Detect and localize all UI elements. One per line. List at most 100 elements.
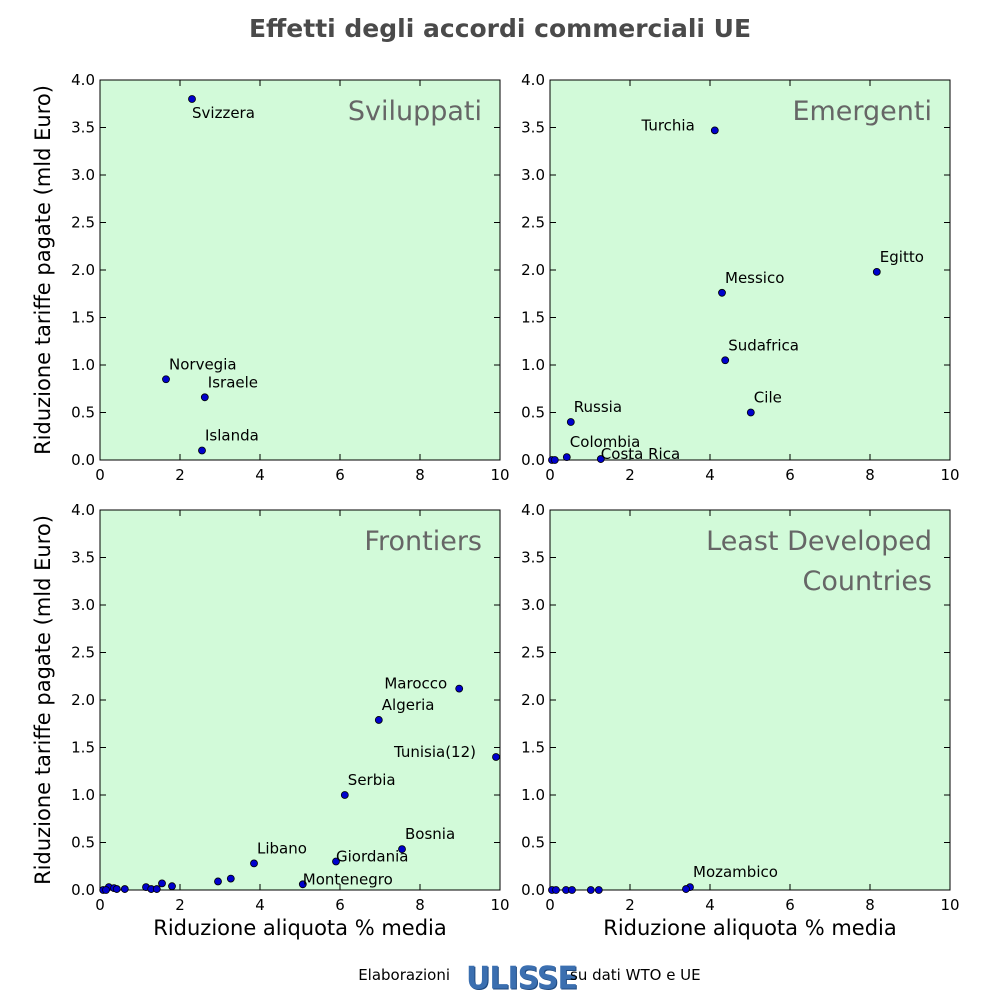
y-tick-label: 0.5 — [521, 404, 545, 422]
x-tick-label: 8 — [865, 466, 875, 484]
point-label: Mozambico — [693, 863, 778, 881]
y-tick-label: 2.5 — [71, 214, 95, 232]
panel-1: 0 2 4 6 8 10 0.0 0.5 1.0 1.5 2.0 2.5 3.0 3.5 4.0 Svilup… — [31, 71, 510, 484]
x-tick-label: 8 — [415, 466, 425, 484]
point-label: Tunisia(12) — [393, 743, 476, 761]
y-tick-label: 4.0 — [71, 501, 95, 519]
x-tick-label: 4 — [705, 466, 715, 484]
point-label: Marocco — [384, 675, 447, 693]
y-tick-label: 0.0 — [521, 881, 545, 899]
y-tick-label: 3.5 — [71, 549, 95, 567]
panel-title: Sviluppati — [348, 96, 482, 127]
footer-prefix: Elaborazioni — [358, 966, 450, 984]
y-tick-label: 0.0 — [71, 451, 95, 469]
data-point — [398, 845, 406, 854]
point-label: Cile — [754, 389, 782, 407]
data-point — [158, 879, 166, 888]
data-point — [568, 886, 576, 894]
y-tick-label: 3.5 — [521, 549, 545, 567]
data-point — [455, 684, 464, 693]
x-tick-label: 4 — [255, 466, 265, 484]
y-tick-label: 0.5 — [71, 404, 95, 422]
y-tick-label: 1.0 — [521, 356, 545, 374]
y-tick-label: 3.0 — [71, 596, 95, 614]
y-tick-label: 2.5 — [521, 214, 545, 232]
data-point — [721, 356, 730, 365]
point-label: Svizzera — [192, 104, 255, 122]
point-label: Islanda — [205, 427, 259, 445]
x-tick-label: 6 — [335, 466, 345, 484]
x-tick-label: 2 — [175, 896, 185, 914]
x-tick-label: 10 — [490, 896, 509, 914]
x-tick-label: 10 — [940, 466, 959, 484]
point-label: Egitto — [880, 248, 924, 266]
point-label: Costa Rica — [601, 445, 680, 463]
panel-title: Frontiers — [364, 526, 482, 557]
point-label: Norvegia — [169, 355, 237, 373]
ulisse-logo: ULISSE — [466, 960, 578, 997]
panel-title: Emergenti — [792, 96, 932, 127]
y-tick-label: 2.0 — [521, 261, 545, 279]
x-tick-label: 4 — [705, 896, 715, 914]
data-point — [872, 267, 881, 276]
footer-suffix: su dati WTO e UE — [570, 966, 701, 984]
data-point — [340, 791, 349, 799]
plot-area — [549, 79, 951, 461]
y-tick-label: 3.0 — [71, 166, 95, 184]
y-tick-label: 0.0 — [521, 451, 545, 469]
data-point — [374, 716, 383, 724]
footer: Elaborazioni ULISSE su dati WTO e UE — [0, 960, 1000, 997]
x-tick-label: 2 — [625, 466, 635, 484]
y-tick-label: 1.5 — [521, 739, 545, 757]
data-point — [112, 885, 121, 893]
chart-title: Effetti degli accordi commerciali UE — [248, 14, 752, 43]
plot-area — [99, 79, 501, 461]
data-point — [200, 393, 209, 402]
point-label: Messico — [725, 269, 784, 287]
y-tick-label: 2.5 — [71, 644, 95, 662]
panel-4: 0 2 4 6 8 10 0.0 0.5 1.0 1.5 2.0 2.5 3.0 3.5 4.0 Least … — [521, 501, 959, 940]
x-tick-label: 2 — [175, 466, 185, 484]
x-tick-label: 0 — [95, 466, 105, 484]
y-tick-label: 1.0 — [521, 786, 545, 804]
y-axis-label: Riduzione tariffe pagate (mld Euro) — [31, 515, 55, 885]
panel-title: Countries — [803, 566, 932, 597]
x-tick-label: 8 — [865, 896, 875, 914]
x-tick-label: 10 — [940, 896, 959, 914]
data-point — [332, 857, 340, 866]
x-tick-label: 10 — [490, 466, 509, 484]
data-point — [226, 874, 235, 883]
data-point — [188, 95, 196, 103]
y-tick-label: 4.0 — [521, 71, 545, 89]
data-point — [594, 886, 603, 894]
data-point — [168, 882, 176, 891]
point-label: Montenegro — [303, 870, 393, 888]
x-tick-label: 6 — [335, 896, 345, 914]
y-tick-label: 2.0 — [521, 691, 545, 709]
x-tick-label: 6 — [785, 896, 795, 914]
data-point — [162, 375, 170, 384]
y-tick-label: 0.5 — [71, 834, 95, 852]
data-point — [198, 446, 206, 455]
scatter-figure: 0 2 4 6 8 10 0.0 0.5 1.0 1.5 2.0 2.5 3.0 3.5 4.0 Svilup… — [31, 71, 960, 940]
panel-3: 0 2 4 6 8 10 0.0 0.5 1.0 1.5 2.0 2.5 3.0 3.5 4.0 Fronti… — [31, 501, 510, 940]
point-label: Libano — [257, 839, 307, 857]
y-tick-label: 4.0 — [71, 71, 95, 89]
panel-title: Least Developed — [706, 526, 932, 557]
panel-2: 0 2 4 6 8 10 0.0 0.5 1.0 1.5 2.0 2.5 3.0 3.5 4.0 Emerge… — [521, 71, 959, 484]
point-label: Israele — [208, 373, 258, 391]
data-point — [102, 886, 110, 894]
y-tick-label: 1.5 — [521, 309, 545, 327]
y-tick-label: 2.0 — [71, 261, 95, 279]
y-axis-label: Riduzione tariffe pagate (mld Euro) — [31, 85, 55, 455]
plot-area — [99, 509, 501, 891]
y-tick-label: 3.5 — [71, 119, 95, 137]
y-tick-label: 1.0 — [71, 786, 95, 804]
y-tick-label: 2.0 — [71, 691, 95, 709]
point-label: Turchia — [640, 116, 694, 134]
point-label: Colombia — [570, 433, 641, 451]
data-point — [562, 453, 571, 462]
point-label: Sudafrica — [728, 336, 799, 354]
plot-area — [549, 509, 951, 891]
data-point — [746, 408, 755, 417]
